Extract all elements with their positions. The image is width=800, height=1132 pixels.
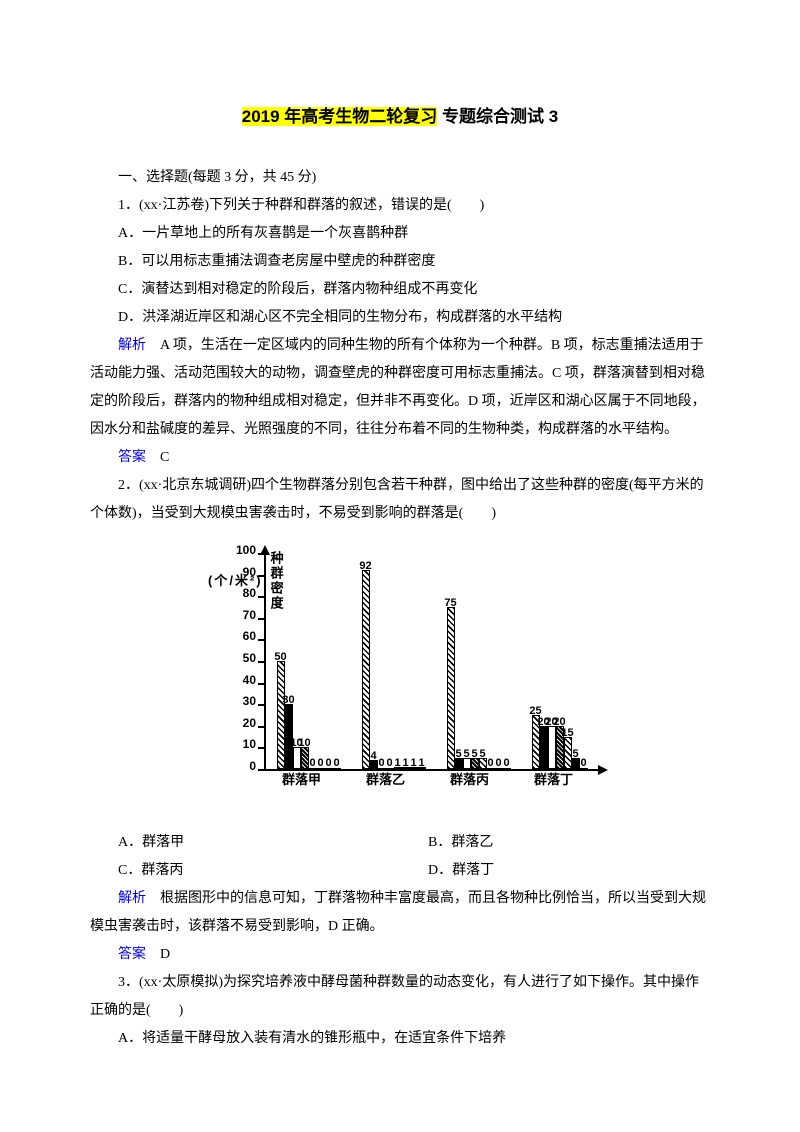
bar: 92 (362, 570, 370, 769)
q2-opt-b: B．群落乙 (400, 829, 710, 857)
analysis-label: 解析 (118, 338, 146, 353)
document-page: 2019 年高考生物二轮复习 专题综合测试 3 一、选择题(每题 3 分，共 4… (0, 0, 800, 1103)
y-tick (258, 596, 266, 598)
q1-stem: 1．(xx·江苏卷)下列关于种群和群落的叙述，错误的是( ) (90, 192, 710, 220)
group-label: 群落丙 (450, 767, 489, 793)
bar-value-label: 5 (572, 743, 578, 765)
y-tick (258, 575, 266, 577)
bar-value-label: 15 (561, 722, 573, 744)
y-tick-label: 100 (230, 538, 256, 562)
q1-opt-a: A．一片草地上的所有灰喜鹊是一个灰喜鹊种群 (90, 220, 710, 248)
y-tick-label: 50 (230, 646, 256, 670)
bar-groups: 5030101000009240011117555550002520202015… (266, 553, 598, 769)
q2-options-row1: A．群落甲 B．群落乙 (90, 829, 710, 857)
page-title: 2019 年高考生物二轮复习 专题综合测试 3 (90, 100, 710, 134)
q1-opt-d: D．洪泽湖近岸区和湖心区不完全相同的生物分布，构成群落的水平结构 (90, 304, 710, 332)
bar-value-label: 0 (503, 752, 509, 774)
q2-analysis: 解析 根据图形中的信息可知，丁群落物种丰富度最高，而且各物种比例恰当，所以当受到… (90, 885, 710, 941)
bar-value-label: 1 (410, 752, 416, 774)
q1-answer: 答案 C (90, 444, 710, 472)
y-tick-label: 0 (230, 754, 256, 778)
x-arrow-icon (598, 765, 608, 775)
q2-answer: 答案 D (90, 941, 710, 969)
bar: 15 (564, 737, 572, 769)
q2-opt-a: A．群落甲 (90, 829, 400, 857)
q2-stem: 2．(xx·北京东城调研)四个生物群落分别包含若干种群，图中给出了这些种群的密度… (90, 472, 710, 528)
q2-options-row2: C．群落丙 D．群落丁 (90, 857, 710, 885)
bar-value-label: 92 (359, 555, 371, 577)
q2-opt-d: D．群落丁 (400, 857, 710, 885)
section-heading: 一、选择题(每题 3 分，共 45 分) (90, 164, 710, 192)
q1-opt-c: C．演替达到相对稳定的阶段后，群落内物种组成不再变化 (90, 276, 710, 304)
y-tick (258, 769, 266, 771)
y-tick (258, 683, 266, 685)
y-tick-label: 20 (230, 711, 256, 735)
bar-group: 924001111 (362, 570, 426, 769)
bar-group: 503010100000 (277, 661, 341, 769)
y-tick (258, 747, 266, 749)
bar-value-label: 0 (333, 752, 339, 774)
bar-value-label: 5 (463, 743, 469, 765)
q3-stem: 3．(xx·太原模拟)为探究培养液中酵母菌种群数量的动态变化，有人进行了如下操作… (90, 969, 710, 1025)
q3-opt-a: A．将适量干酵母放入装有清水的锥形瓶中，在适宜条件下培养 (90, 1025, 710, 1053)
y-tick-label: 40 (230, 668, 256, 692)
bar: 75 (447, 607, 455, 769)
q1-opt-b: B．可以用标志重捕法调查老房屋中壁虎的种群密度 (90, 248, 710, 276)
analysis-text: 根据图形中的信息可知，丁群落物种丰富度最高，而且各物种比例恰当，所以当受到大规模… (90, 891, 706, 934)
bar-value-label: 50 (274, 646, 286, 668)
bar-value-label: 30 (282, 689, 294, 711)
y-tick (258, 661, 266, 663)
bar: 1 (418, 767, 426, 769)
y-tick-label: 70 (230, 603, 256, 627)
y-tick (258, 618, 266, 620)
y-tick (258, 639, 266, 641)
bar-value-label: 5 (471, 743, 477, 765)
answer-text: D (146, 947, 170, 962)
y-tick (258, 704, 266, 706)
bar: 50 (277, 661, 285, 769)
bar: 0 (325, 768, 333, 769)
bar: 0 (495, 768, 503, 769)
analysis-text: A 项，生活在一定区域内的同种生物的所有个体称为一个种群。B 项，标志重捕法适用… (90, 338, 706, 437)
y-tick-label: 90 (230, 560, 256, 584)
bar-value-label: 5 (455, 743, 461, 765)
group-label: 群落丁 (534, 767, 573, 793)
bar: 0 (503, 768, 511, 769)
answer-label: 答案 (118, 947, 146, 962)
answer-label: 答案 (118, 450, 146, 465)
bar: 10 (301, 747, 309, 769)
y-tick (258, 726, 266, 728)
q2-opt-c: C．群落丙 (90, 857, 400, 885)
title-rest: 专题综合测试 3 (437, 107, 558, 126)
group-label: 群落甲 (282, 767, 321, 793)
bar: 1 (410, 767, 418, 769)
bar: 0 (580, 768, 588, 769)
y-tick-label: 80 (230, 581, 256, 605)
y-tick-label: 10 (230, 732, 256, 756)
bar-value-label: 0 (580, 752, 586, 774)
bar-value-label: 4 (370, 745, 376, 767)
bar-value-label: 75 (444, 592, 456, 614)
y-tick-label: 30 (230, 689, 256, 713)
bar-value-label: 0 (325, 752, 331, 774)
density-chart: 种群密度(个/米²) 50301010000092400111175555500… (90, 543, 710, 814)
y-tick (258, 553, 266, 555)
bar-group: 252020201550 (532, 715, 588, 769)
title-highlight: 2019 年高考生物二轮复习 (242, 107, 438, 126)
analysis-label: 解析 (118, 891, 146, 906)
bar-value-label: 0 (495, 752, 501, 774)
y-tick-label: 60 (230, 624, 256, 648)
bar: 0 (333, 768, 341, 769)
bar-value-label: 1 (418, 752, 424, 774)
q1-analysis: 解析 A 项，生活在一定区域内的同种生物的所有个体称为一个种群。B 项，标志重捕… (90, 332, 710, 444)
bar-group: 755555000 (447, 607, 511, 769)
group-label: 群落乙 (366, 767, 405, 793)
answer-text: C (146, 450, 169, 465)
bar-value-label: 5 (479, 743, 485, 765)
